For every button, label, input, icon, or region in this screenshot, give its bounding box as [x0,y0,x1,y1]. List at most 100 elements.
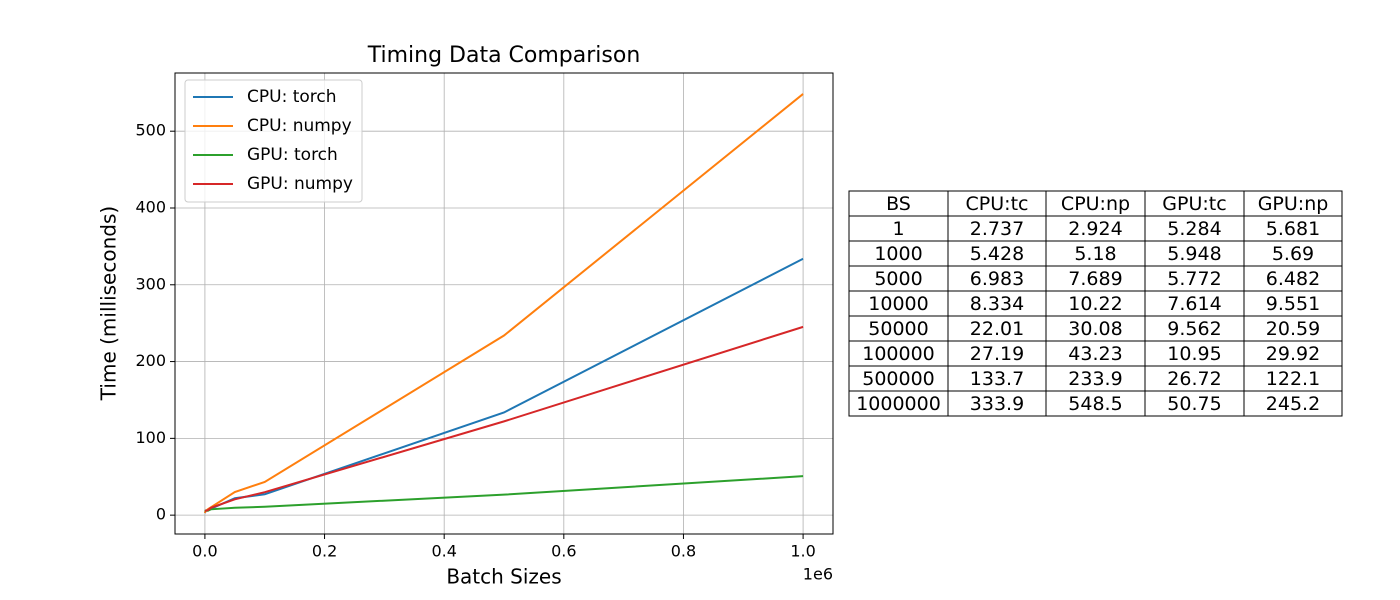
table-value: 5.772 [1167,268,1221,290]
table-value: 5.69 [1272,243,1314,265]
legend-label: GPU: numpy [247,174,353,194]
table-cell [1045,365,1146,392]
table-cell [1045,290,1146,317]
table-cell [848,390,949,417]
table-value: 5.428 [970,243,1024,265]
table-cell [848,190,949,217]
y-tick-label: 300 [135,274,166,293]
table-value: 10.95 [1167,343,1221,365]
table-value: 9.551 [1266,293,1320,315]
table-cell [947,340,1047,367]
x-tick-label: 0.8 [671,542,696,561]
table-value: 5.18 [1074,243,1116,265]
table-value: 30.08 [1068,318,1122,340]
table-value: 122.1 [1266,368,1320,390]
table-cell [1144,265,1245,292]
table-cell [947,265,1047,292]
x-axis-label: Batch Sizes [446,565,561,589]
y-axis-label: Time (milliseconds) [97,206,121,401]
table-value: 500000 [862,368,935,390]
table-value: 9.562 [1167,318,1221,340]
table-cell [1243,290,1343,317]
table-value: 5.284 [1167,218,1221,240]
y-tick-label: 400 [135,197,166,216]
x-tick-label: 0.4 [431,542,456,561]
table-cell [1144,390,1245,417]
table-cell [848,265,949,292]
y-tick-label: 200 [135,351,166,370]
data-line [203,257,804,514]
table-header: BS [886,193,911,215]
table-value: 10000 [868,293,928,315]
table-value: 1000 [874,243,922,265]
table-cell [947,215,1047,242]
table-cell [1144,340,1245,367]
table-cell [1243,340,1343,367]
table-cell [848,240,949,267]
x-tick-label: 1.0 [790,542,815,561]
table-value: 5.948 [1167,243,1221,265]
table-cell [1243,265,1343,292]
table-value: 8.334 [970,293,1024,315]
table-cell [1144,290,1245,317]
table-cell [1243,365,1343,392]
table-value: 5000 [874,268,922,290]
table-cell [1243,240,1343,267]
table-cell [1243,215,1343,242]
data-line [204,325,804,512]
table-value: 2.737 [970,218,1024,240]
table-value: 1000000 [856,393,941,415]
table-value: 50.75 [1167,393,1221,415]
table-value: 133.7 [970,368,1024,390]
table-header: CPU:np [1061,193,1130,215]
table-value: 43.23 [1068,343,1122,365]
table-value: 2.924 [1068,218,1122,240]
y-tick-label: 100 [135,428,166,447]
table-value: 1 [892,218,904,240]
x-tick-label: 0.6 [551,542,576,561]
table-value: 6.482 [1266,268,1320,290]
table-value: 7.614 [1167,293,1221,315]
x-tick-label: 0.0 [192,542,217,561]
table-cell [1243,190,1343,217]
table-value: 333.9 [970,393,1024,415]
x-tick-label: 0.2 [312,542,337,561]
table-value: 7.689 [1068,268,1122,290]
table-cell [848,365,949,392]
table-value: 245.2 [1266,393,1320,415]
table-cell [1045,265,1146,292]
table-cell [947,365,1047,392]
table-cell [947,290,1047,317]
table-cell [1045,190,1146,217]
table-value: 548.5 [1068,393,1122,415]
table-value: 26.72 [1167,368,1221,390]
table-cell [1243,390,1343,417]
legend-label: CPU: numpy [247,116,352,136]
table-value: 22.01 [970,318,1024,340]
legend-label: GPU: torch [247,145,338,165]
table-value: 6.983 [970,268,1024,290]
table-cell [1045,215,1146,242]
table-header: GPU:np [1258,193,1329,215]
table-value: 20.59 [1266,318,1320,340]
table-value: 233.9 [1068,368,1122,390]
table-value: 5.681 [1266,218,1320,240]
table-value: 100000 [862,343,935,365]
table-cell [947,390,1047,417]
table-value: 29.92 [1266,343,1320,365]
legend-box [184,79,363,203]
table-value: 50000 [868,318,928,340]
y-tick-label: 500 [135,121,166,140]
table-cell [1144,240,1245,267]
table-cell [947,240,1047,267]
table-cell [947,190,1047,217]
table-header: CPU:tc [966,193,1029,215]
plot-frame [174,72,834,535]
table-value: 10.22 [1068,293,1122,315]
chart-title: Timing Data Comparison [367,43,641,68]
table-cell [1045,390,1146,417]
table-cell [848,215,949,242]
legend-label: CPU: torch [247,87,337,107]
y-tick-label: 0 [156,505,166,524]
